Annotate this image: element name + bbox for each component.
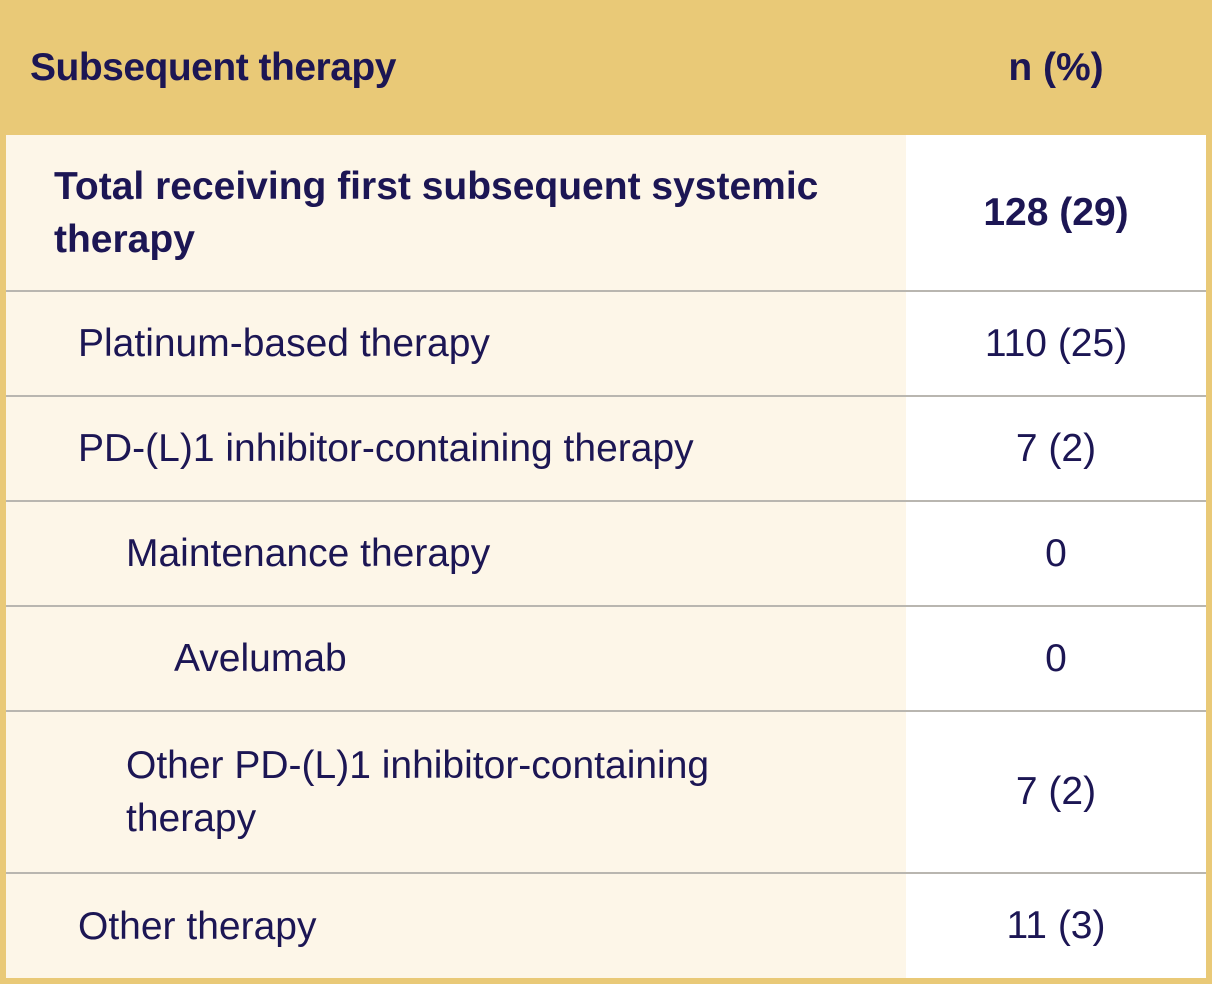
row-label: Other PD-(L)1 inhibitor-containing thera… (6, 712, 906, 872)
table-row-platinum: Platinum-based therapy 110 (25) (6, 290, 1206, 395)
header-count-label: n (%) (1008, 45, 1104, 89)
table-row-total: Total receiving first subsequent systemi… (6, 135, 1206, 290)
table-row-avelumab: Avelumab 0 (6, 605, 1206, 710)
row-value: 110 (25) (906, 292, 1206, 395)
row-label: Avelumab (6, 607, 906, 710)
table-body: Total receiving first subsequent systemi… (6, 135, 1206, 978)
table-row-other-pdl1: Other PD-(L)1 inhibitor-containing thera… (6, 710, 1206, 872)
table-row-other: Other therapy 11 (3) (6, 872, 1206, 978)
row-label: Platinum-based therapy (6, 292, 906, 395)
row-value: 128 (29) (906, 135, 1206, 290)
row-value: 7 (2) (906, 397, 1206, 500)
row-label: Maintenance therapy (6, 502, 906, 605)
table-row-maintenance: Maintenance therapy 0 (6, 500, 1206, 605)
row-value: 0 (906, 502, 1206, 605)
row-value: 11 (3) (906, 874, 1206, 978)
row-value: 0 (906, 607, 1206, 710)
row-value: 7 (2) (906, 712, 1206, 872)
table-header: Subsequent therapy n (%) (6, 0, 1206, 135)
row-label: Total receiving first subsequent systemi… (6, 135, 906, 290)
header-therapy-label: Subsequent therapy (30, 45, 396, 89)
row-label: PD-(L)1 inhibitor-containing therapy (6, 397, 906, 500)
table-row-pdl1: PD-(L)1 inhibitor-containing therapy 7 (… (6, 395, 1206, 500)
row-label: Other therapy (6, 874, 906, 978)
